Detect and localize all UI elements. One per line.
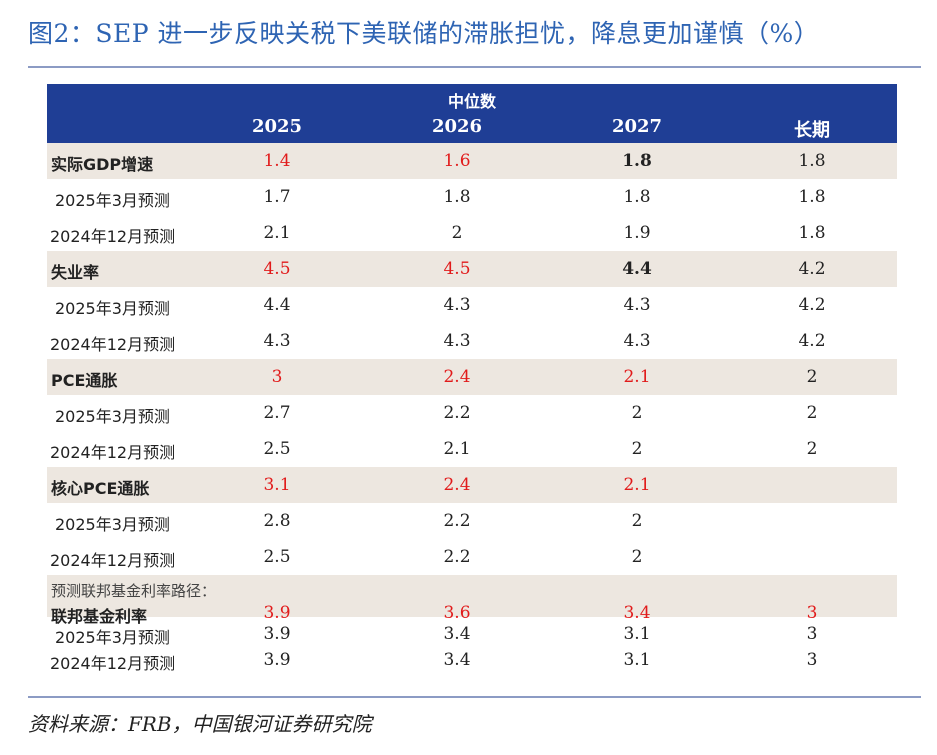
cell: 4.4 — [622, 259, 652, 279]
cell: 3.4 — [443, 650, 471, 670]
cell: 3.9 — [263, 624, 291, 644]
table-row: PCE通胀 3 2.4 2.1 2 — [47, 359, 897, 395]
cell: 2.1 — [623, 475, 651, 495]
cell: 3.9 — [263, 650, 291, 670]
bottom-rule — [28, 696, 921, 698]
table-row: 2025年3月预测 2.7 2.2 2 2 — [47, 395, 897, 431]
table-row: 2024年12月预测 2.5 2.1 2 2 — [47, 431, 897, 467]
col-header-longrun: 长期 — [794, 120, 830, 141]
cell: 4.5 — [263, 259, 291, 279]
table-row: 2024年12月预测 4.3 4.3 4.3 4.2 — [47, 323, 897, 359]
table-row: 失业率 4.5 4.5 4.4 4.2 — [47, 251, 897, 287]
cell: 2 — [631, 547, 643, 567]
table-row: 核心PCE通胀 3.1 2.4 2.1 — [47, 467, 897, 503]
cell: 2 — [806, 403, 818, 423]
cell: 2 — [806, 367, 818, 387]
cell: 3 — [806, 650, 818, 670]
row-label: 2025年3月预测 — [55, 191, 170, 210]
sep-table: 中位数 2025 2026 2027 长期 实际GDP增速 1.4 1.6 1.… — [47, 84, 897, 674]
cell: 1.8 — [798, 187, 826, 207]
cell: 1.8 — [623, 187, 651, 207]
cell: 1.4 — [263, 151, 291, 171]
cell: 3 — [271, 367, 283, 387]
cell: 3.1 — [263, 475, 291, 495]
row-label: 实际GDP增速 — [51, 155, 154, 174]
cell: 3 — [806, 624, 818, 644]
median-group-label: 中位数 — [447, 92, 496, 111]
row-label: 失业率 — [51, 263, 100, 282]
cell: 4.3 — [443, 295, 471, 315]
row-label: 2025年3月预测 — [55, 628, 170, 647]
cell: 3.6 — [443, 603, 471, 623]
row-label: 核心PCE通胀 — [51, 479, 150, 498]
cell: 1.9 — [623, 223, 651, 243]
row-label: PCE通胀 — [51, 371, 118, 390]
cell: 3.9 — [263, 603, 291, 623]
col-header-2025: 2025 — [251, 116, 303, 137]
row-label: 2025年3月预测 — [55, 515, 170, 534]
cell: 4.3 — [263, 331, 291, 351]
cell: 2.2 — [443, 547, 471, 567]
cell: 2.1 — [263, 223, 291, 243]
cell: 4.4 — [263, 295, 291, 315]
cell: 2 — [806, 439, 818, 459]
cell: 4.3 — [443, 331, 471, 351]
cell: 2.2 — [443, 403, 471, 423]
col-header-2027: 2027 — [611, 116, 663, 137]
figure-title: 图2：SEP 进一步反映关税下美联储的滞胀担忧，降息更加谨慎（%） — [28, 19, 820, 48]
cell: 4.5 — [443, 259, 471, 279]
cell: 4.2 — [798, 259, 826, 279]
table-row: 2024年12月预测 2.1 2 1.9 1.8 — [47, 215, 897, 251]
cell: 3.1 — [623, 624, 651, 644]
cell: 1.8 — [798, 223, 826, 243]
cell: 2.5 — [263, 547, 291, 567]
cell: 3.4 — [623, 603, 651, 623]
cell: 4.3 — [623, 331, 651, 351]
fed-path-note: 预测联邦基金利率路径： — [51, 582, 217, 600]
cell: 2 — [631, 439, 643, 459]
top-rule — [28, 66, 921, 68]
cell: 2 — [631, 511, 643, 531]
cell: 2.5 — [263, 439, 291, 459]
row-label: 2024年12月预测 — [50, 551, 176, 570]
row-label: 2025年3月预测 — [55, 299, 170, 318]
row-label: 2024年12月预测 — [50, 227, 176, 246]
cell: 4.2 — [798, 295, 826, 315]
table-row: 实际GDP增速 1.4 1.6 1.8 1.8 — [47, 143, 897, 179]
col-header-2026: 2026 — [431, 116, 483, 137]
row-label: 联邦基金利率 — [51, 607, 148, 626]
fed-funds-block: 预测联邦基金利率路径： 联邦基金利率 3.9 3.6 3.4 3 — [47, 575, 897, 626]
row-label: 2024年12月预测 — [50, 335, 176, 354]
cell: 1.8 — [622, 151, 652, 171]
row-label: 2024年12月预测 — [50, 654, 176, 673]
table-row: 2025年3月预测 1.7 1.8 1.8 1.8 — [47, 179, 897, 215]
table-row: 2024年12月预测 3.9 3.4 3.1 3 — [47, 648, 897, 674]
cell: 2 — [631, 403, 643, 423]
cell: 2.2 — [443, 511, 471, 531]
table-header: 中位数 2025 2026 2027 长期 — [47, 84, 897, 143]
table-row: 2024年12月预测 2.5 2.2 2 — [47, 539, 897, 575]
source-note: 资料来源：FRB，中国银河证券研究院 — [28, 712, 372, 736]
table-row: 2025年3月预测 3.9 3.4 3.1 3 — [47, 622, 897, 648]
cell: 1.6 — [443, 151, 471, 171]
cell: 2.1 — [623, 367, 651, 387]
cell: 2.4 — [443, 475, 471, 495]
cell: 2.1 — [443, 439, 471, 459]
cell: 2.4 — [443, 367, 471, 387]
cell: 4.3 — [623, 295, 651, 315]
table-row: 2025年3月预测 4.4 4.3 4.3 4.2 — [47, 287, 897, 323]
cell: 1.7 — [263, 187, 291, 207]
cell: 2 — [451, 223, 463, 243]
cell: 3.1 — [623, 650, 651, 670]
cell: 3 — [806, 603, 818, 623]
cell: 1.8 — [798, 151, 826, 171]
cell: 2.8 — [263, 511, 291, 531]
cell: 2.7 — [263, 403, 291, 423]
table-row: 2025年3月预测 2.8 2.2 2 — [47, 503, 897, 539]
cell: 3.4 — [443, 624, 471, 644]
row-label: 2025年3月预测 — [55, 407, 170, 426]
cell: 4.2 — [798, 331, 826, 351]
cell: 1.8 — [443, 187, 471, 207]
row-label: 2024年12月预测 — [50, 443, 176, 462]
